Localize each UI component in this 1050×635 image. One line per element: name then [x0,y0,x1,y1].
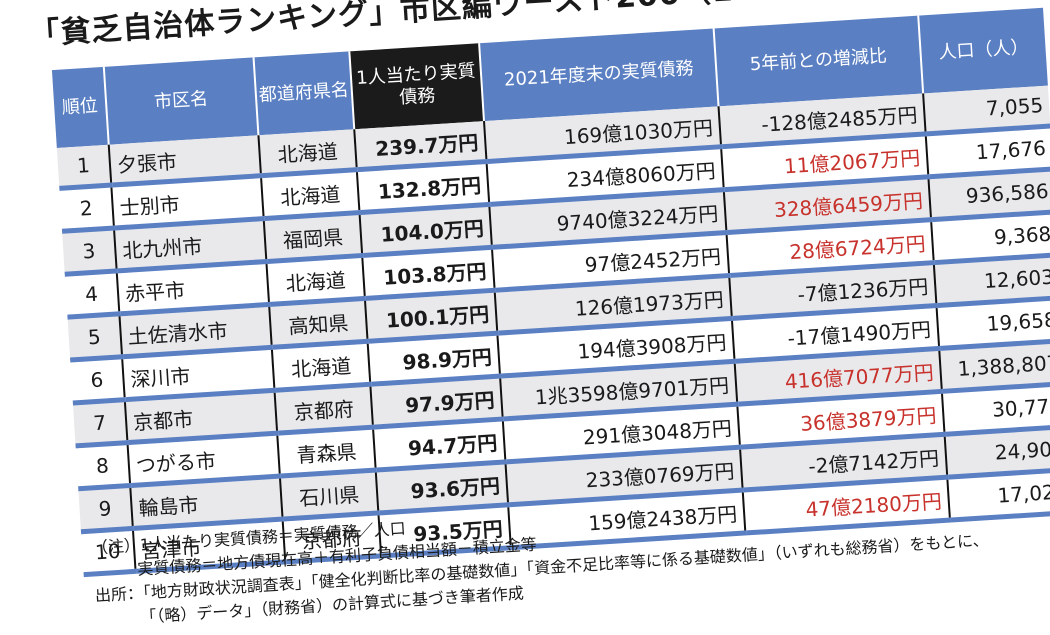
header-prefecture: 都道府県名 [253,51,355,136]
header-change-5y: 5年前との増減比 [713,15,924,107]
cell-prefecture: 京都府 [274,384,373,434]
cell-population: 1,388,807 [939,340,1050,392]
cell-population: 30,777 [941,383,1050,435]
ranking-figure: 「貧乏自治体ランキング」市区編ワースト200（1 順位 市区名 都道府県名 1人… [22,0,1050,627]
header-population: 人口（人） [918,7,1048,94]
cell-prefecture: 北海道 [258,129,357,176]
cell-rank: 4 [64,270,120,318]
cell-prefecture: 北海道 [271,341,371,391]
header-city: 市区名 [103,57,259,145]
cell-population: 19,658 [936,297,1050,349]
cell-rank: 8 [75,442,131,489]
cell-prefecture: 石川県 [279,470,379,520]
cell-rank: 2 [59,185,114,232]
cell-population: 17,676 [925,126,1050,177]
header-debt-per-capita: 1人当たり実質債務 [349,43,484,130]
cell-prefecture: 青森県 [277,427,376,477]
cell-rank: 5 [67,313,123,361]
cell-rank: 7 [72,399,128,446]
cell-rank: 6 [70,356,125,403]
cell-prefecture: 高知県 [269,298,368,348]
cell-prefecture: 北海道 [260,169,360,219]
cell-prefecture: 北海道 [266,255,365,305]
cell-rank: 1 [56,144,112,189]
cell-population: 12,603 [933,254,1050,306]
cell-population: 9,368 [931,211,1050,263]
cell-population: 936,586 [928,168,1050,220]
header-rank: 順位 [51,66,109,148]
cell-population: 24,904 [944,426,1050,478]
cell-prefecture: 福岡県 [263,212,363,262]
cell-rank: 9 [78,485,133,532]
header-debt-2021: 2021年度末の実質債務 [479,28,719,122]
cell-rank: 3 [62,228,117,275]
